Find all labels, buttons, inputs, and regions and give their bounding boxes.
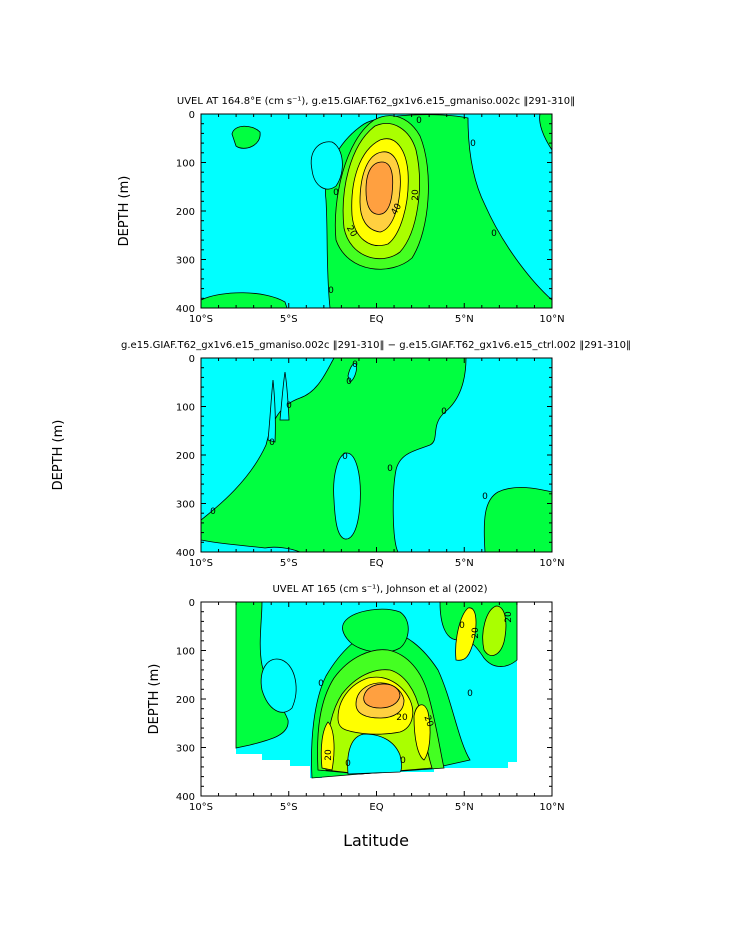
panel-2-green-se (483, 487, 552, 552)
panel-3-yellow-ne (455, 607, 477, 661)
panel-2-clabel-1: 0 (352, 360, 358, 370)
panel-1-xticks: 10°S 5°S EQ 5°N 10°N (189, 114, 565, 325)
panel-3-xtick-label: 5°N (455, 802, 474, 813)
panel-1-contours (201, 114, 552, 308)
figure-xlabel: Latitude (343, 831, 409, 850)
panel-1-ylabel: DEPTH (m) (117, 176, 132, 247)
panel-1-clabel-7: 20 (411, 189, 421, 201)
panel-3-xtick-label: EQ (369, 802, 383, 813)
panel-2-clabel-2: 0 (346, 377, 352, 387)
panel-2-ytick-label: 0 (189, 354, 195, 365)
panel-1-green-top-patch (231, 125, 261, 149)
panel-2-xticks: 10°S 5°S EQ 5°N 10°N (189, 358, 565, 569)
panel-3-cyan-west-pocket (260, 658, 297, 713)
panel-1-xtick-label: EQ (369, 314, 383, 325)
panel-1-ytick-label: 400 (176, 304, 195, 315)
panel-2-ytick-label: 100 (176, 403, 195, 414)
panel-1-clabel-2: 0 (470, 139, 476, 149)
panel-1-title: UVEL AT 164.8°E (cm s⁻¹), g.e15.GIAF.T62… (177, 96, 575, 107)
panel-3-xtick-label: 5°S (280, 802, 298, 813)
panel-1-xtick-label: 10°N (539, 314, 564, 325)
panel-2-notch (347, 363, 357, 383)
panel-3-xtick-label: 10°S (189, 802, 213, 813)
panel-2-spike-2 (279, 371, 290, 421)
panel-3-clabel-10: 20 (471, 627, 481, 639)
panel-3-clabel-4: 0 (400, 756, 406, 766)
panel-3-ylabel: DEPTH (m) (147, 664, 162, 735)
panel-3-clabel-9: 20 (504, 611, 514, 623)
panel-2-ytick-label: 400 (176, 548, 195, 559)
panel-3-yellow-east-leg (413, 704, 431, 761)
panel-2-xtick-label: 5°N (455, 558, 474, 569)
panel-1-clabel-4: 0 (491, 229, 497, 239)
panel-3-xticks: 10°S 5°S EQ 5°N 10°N (189, 602, 565, 813)
panel-3-ytick-label: 400 (176, 792, 195, 803)
panel-1-ytick-label: 200 (176, 207, 195, 218)
panel-3-clabel-2: 0 (459, 621, 465, 631)
panel-3-yellow-sw-leg (320, 721, 335, 771)
panel-2-green-region (201, 358, 467, 552)
panel-2-xtick-label: 10°N (539, 558, 564, 569)
panel-3-orange-core (363, 683, 401, 709)
panel-3-green-north (342, 608, 409, 653)
panel-1-clabel-5: 0 (328, 286, 334, 296)
panel-1-ytick-label: 0 (189, 110, 195, 121)
panel-2-ytick-label: 200 (176, 451, 195, 462)
panel-1-clabel-3: 0 (333, 188, 339, 198)
panel-3-ytick-label: 300 (176, 744, 195, 755)
panel-3-clabel-1: 0 (318, 679, 324, 689)
panel-3-title: UVEL AT 165 (cm s⁻¹), Johnson et al (200… (272, 584, 487, 595)
panel-2-clabel-5: 0 (269, 438, 275, 448)
panel-2-ytick-label: 300 (176, 500, 195, 511)
panel-1-cyan-pocket (310, 141, 343, 190)
panel-2-xtick-label: 10°S (189, 558, 213, 569)
panel-3-ytick-label: 100 (176, 647, 195, 658)
panel-3-cyan-core-hole (347, 733, 402, 775)
panel-3: UVEL AT 165 (cm s⁻¹), Johnson et al (200… (147, 584, 565, 850)
panel-3-clabel-5: 0 (345, 759, 351, 769)
panel-2-clabel-9: 0 (210, 507, 216, 517)
panel-2-spike-1 (267, 379, 276, 443)
panel-1-xtick-label: 5°S (280, 314, 298, 325)
panel-2-green-sw-strip (201, 539, 301, 552)
panel-3-yellow-ne-2 (482, 605, 507, 656)
panel-1-clabel-1: 0 (416, 116, 422, 126)
panel-1-ytick-label: 100 (176, 159, 195, 170)
panel-1-green-ne-corner (539, 114, 552, 151)
panel-3-clabel-7: 20 (421, 714, 434, 728)
panel-2-xtick-label: 5°S (280, 558, 298, 569)
panel-1-xtick-label: 10°S (189, 314, 213, 325)
panel-3-contours (235, 602, 518, 779)
panel-1: UVEL AT 164.8°E (cm s⁻¹), g.e15.GIAF.T62… (117, 96, 575, 325)
panel-3-xtick-label: 10°N (539, 802, 564, 813)
panel-2-clabel-8: 0 (482, 492, 488, 502)
panel-3-clabel-6: 20 (396, 713, 408, 723)
panel-2-contours (201, 358, 552, 552)
panel-2: g.e15.GIAF.T62_gx1v6.e15_gmaniso.002c ‖2… (51, 340, 631, 569)
panel-2-clabel-3: 0 (286, 401, 292, 411)
panel-2-clabel-6: 0 (342, 452, 348, 462)
panel-1-contour-50 (365, 161, 394, 215)
panel-3-clabel-3: 0 (467, 689, 473, 699)
panel-1-ytick-label: 300 (176, 256, 195, 267)
panel-2-xtick-label: EQ (369, 558, 383, 569)
panel-3-clabel-8: 20 (324, 749, 334, 761)
panel-2-ylabel: DEPTH (m) (51, 420, 66, 491)
panel-3-ytick-label: 200 (176, 695, 195, 706)
panel-2-clabel-7: 0 (387, 464, 393, 474)
panel-2-yticks: 0 100 200 300 400 (176, 354, 552, 559)
panel-2-cyan-hole (333, 452, 361, 540)
panel-3-ytick-label: 0 (189, 598, 195, 609)
panel-1-xtick-label: 5°N (455, 314, 474, 325)
panel-2-clabel-4: 0 (441, 407, 447, 417)
panel-1-green-sw-patch (201, 292, 288, 308)
panel-2-title: g.e15.GIAF.T62_gx1v6.e15_gmaniso.002c ‖2… (121, 340, 631, 351)
